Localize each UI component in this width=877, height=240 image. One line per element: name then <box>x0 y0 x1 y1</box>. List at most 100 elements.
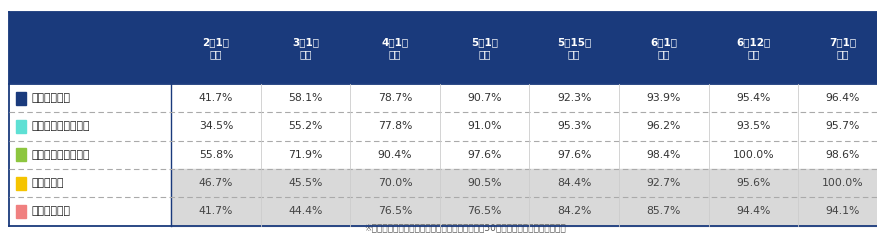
Bar <box>708 169 797 197</box>
Text: 4月1日
時点: 4月1日 時点 <box>381 37 408 59</box>
Text: 76.5%: 76.5% <box>467 206 502 216</box>
Bar <box>9 169 171 197</box>
Bar <box>350 84 439 112</box>
Bar <box>618 141 708 169</box>
Text: 91.0%: 91.0% <box>467 121 502 132</box>
Bar <box>260 84 350 112</box>
Text: 78.7%: 78.7% <box>377 93 412 103</box>
Text: 100.0%: 100.0% <box>731 150 774 160</box>
Text: 6月1日
時点: 6月1日 時点 <box>650 37 676 59</box>
Bar <box>439 84 529 112</box>
Bar <box>171 112 260 141</box>
Text: 98.4%: 98.4% <box>645 150 681 160</box>
Bar <box>171 197 260 226</box>
Bar <box>439 197 529 226</box>
Bar <box>529 84 618 112</box>
Bar <box>708 197 797 226</box>
Text: 93.5%: 93.5% <box>735 121 770 132</box>
Bar <box>9 112 171 141</box>
Text: 情報工学系: 情報工学系 <box>32 178 64 188</box>
Text: 生物・農学・水産系: 生物・農学・水産系 <box>32 121 90 132</box>
Bar <box>797 84 877 112</box>
Text: 58.1%: 58.1% <box>288 93 323 103</box>
Text: 98.6%: 98.6% <box>824 150 859 160</box>
Bar <box>260 169 350 197</box>
Bar <box>9 141 171 169</box>
Text: 建築・土木系: 建築・土木系 <box>32 206 70 216</box>
Text: 大学院生全体: 大学院生全体 <box>32 93 70 103</box>
Text: 44.4%: 44.4% <box>288 206 323 216</box>
Text: 5月15日
時点: 5月15日 時点 <box>556 37 591 59</box>
Text: 96.4%: 96.4% <box>824 93 859 103</box>
Bar <box>529 112 618 141</box>
Bar <box>9 197 171 226</box>
Text: 94.4%: 94.4% <box>735 206 770 216</box>
Bar <box>350 112 439 141</box>
Bar <box>439 169 529 197</box>
Text: 95.4%: 95.4% <box>735 93 770 103</box>
Bar <box>618 169 708 197</box>
Text: 34.5%: 34.5% <box>198 121 233 132</box>
Bar <box>529 169 618 197</box>
Bar <box>618 197 708 226</box>
Text: 55.8%: 55.8% <box>198 150 233 160</box>
Text: 46.7%: 46.7% <box>198 178 233 188</box>
Text: 71.9%: 71.9% <box>288 150 323 160</box>
Bar <box>618 112 708 141</box>
Text: 96.2%: 96.2% <box>645 121 681 132</box>
Bar <box>708 112 797 141</box>
Text: 94.1%: 94.1% <box>824 206 859 216</box>
Text: 76.5%: 76.5% <box>377 206 412 216</box>
Text: 100.0%: 100.0% <box>821 178 863 188</box>
Bar <box>350 169 439 197</box>
Bar <box>16 91 26 105</box>
Bar <box>797 197 877 226</box>
Text: 85.7%: 85.7% <box>645 206 681 216</box>
Text: 84.4%: 84.4% <box>556 178 591 188</box>
Bar <box>16 120 26 133</box>
Text: 6月12日
時点: 6月12日 時点 <box>735 37 770 59</box>
Text: 55.2%: 55.2% <box>288 121 323 132</box>
Bar <box>9 84 171 112</box>
Bar <box>797 169 877 197</box>
Text: 77.8%: 77.8% <box>377 121 412 132</box>
Bar <box>439 112 529 141</box>
Bar <box>16 148 26 162</box>
Bar <box>260 112 350 141</box>
Text: 93.9%: 93.9% <box>645 93 681 103</box>
Bar <box>350 141 439 169</box>
Text: 70.0%: 70.0% <box>377 178 412 188</box>
Bar <box>350 197 439 226</box>
Bar <box>9 12 877 84</box>
Bar <box>171 141 260 169</box>
Text: 97.6%: 97.6% <box>556 150 591 160</box>
Bar <box>708 84 797 112</box>
Bar <box>797 112 877 141</box>
Text: 84.2%: 84.2% <box>556 206 591 216</box>
Bar <box>529 197 618 226</box>
Text: 7月1日
時点: 7月1日 時点 <box>829 37 855 59</box>
Text: 90.5%: 90.5% <box>467 178 502 188</box>
Text: 95.3%: 95.3% <box>556 121 591 132</box>
Text: 92.3%: 92.3% <box>556 93 591 103</box>
Bar <box>171 169 260 197</box>
Bar <box>171 84 260 112</box>
Text: ※背景を灰色で表記している数値は集計対象数が50に満たないため、参考値です: ※背景を灰色で表記している数値は集計対象数が50に満たないため、参考値です <box>364 224 566 233</box>
Bar <box>618 84 708 112</box>
Text: 41.7%: 41.7% <box>198 93 233 103</box>
Bar <box>529 141 618 169</box>
Bar <box>439 141 529 169</box>
Text: 45.5%: 45.5% <box>288 178 323 188</box>
Text: 5月1日
時点: 5月1日 時点 <box>471 37 497 59</box>
Text: 3月1日
時点: 3月1日 時点 <box>292 37 318 59</box>
Bar <box>708 141 797 169</box>
Text: 2月1日
時点: 2月1日 時点 <box>203 37 229 59</box>
Text: 95.7%: 95.7% <box>824 121 859 132</box>
Text: 41.7%: 41.7% <box>198 206 233 216</box>
Text: 90.7%: 90.7% <box>467 93 502 103</box>
Text: 90.4%: 90.4% <box>377 150 412 160</box>
Bar <box>260 197 350 226</box>
Text: 92.7%: 92.7% <box>645 178 681 188</box>
Text: 95.6%: 95.6% <box>735 178 770 188</box>
Bar <box>797 141 877 169</box>
